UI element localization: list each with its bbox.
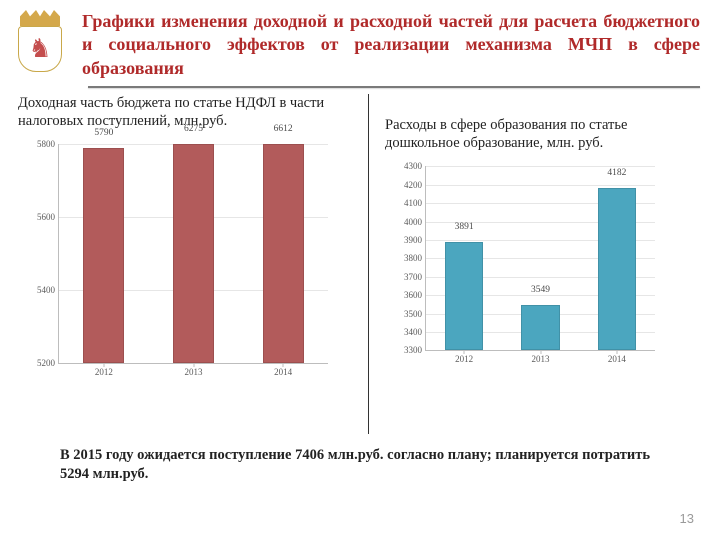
bar xyxy=(445,242,483,351)
left-chart: 5200540056005800201257902013627520146612 xyxy=(18,136,338,386)
right-panel: Расходы в сфере образования по статье до… xyxy=(368,94,688,434)
slide-title: Графики изменения доходной и расходной ч… xyxy=(82,10,700,80)
y-tick-label: 3600 xyxy=(404,290,422,300)
page-number: 13 xyxy=(680,511,694,526)
right-chart: 3300 3400 3500 3600 3700 3800 3900 4000 4100 4200… xyxy=(385,158,665,373)
y-tick-label: 3300 xyxy=(404,345,422,355)
y-tick-label: 4200 xyxy=(404,180,422,190)
bar xyxy=(83,148,124,363)
x-tick-label: 2013 xyxy=(532,354,550,364)
y-tick-label: 4000 xyxy=(404,217,422,227)
left-panel: Доходная часть бюджета по статье НДФЛ в … xyxy=(18,94,368,434)
bar-value-label: 3891 xyxy=(455,222,474,232)
y-tick-label: 5800 xyxy=(37,139,55,149)
y-tick-label: 5200 xyxy=(37,358,55,368)
crest-emblem: ♞ xyxy=(10,10,70,75)
bar xyxy=(173,144,214,363)
y-tick-label: 3800 xyxy=(404,253,422,263)
bar-value-label: 4182 xyxy=(607,168,626,178)
x-tick-label: 2014 xyxy=(608,354,626,364)
y-tick-label: 4300 xyxy=(404,161,422,171)
bar-value-label: 6275 xyxy=(184,124,203,134)
y-tick-label: 3700 xyxy=(404,272,422,282)
bar xyxy=(263,144,304,363)
y-tick-label: 3900 xyxy=(404,235,422,245)
bar xyxy=(521,305,559,351)
charts-row: Доходная часть бюджета по статье НДФЛ в … xyxy=(0,94,720,434)
right-chart-title: Расходы в сфере образования по статье до… xyxy=(385,116,688,152)
y-tick-label: 3500 xyxy=(404,309,422,319)
y-tick-label: 3400 xyxy=(404,327,422,337)
bar-value-label: 5790 xyxy=(94,128,113,138)
x-tick-label: 2013 xyxy=(185,367,203,377)
bar xyxy=(598,188,636,350)
x-tick-label: 2014 xyxy=(274,367,292,377)
y-tick-label: 5600 xyxy=(37,212,55,222)
y-tick-label: 5400 xyxy=(37,285,55,295)
title-divider xyxy=(88,86,700,88)
bar-value-label: 6612 xyxy=(274,124,293,134)
x-tick-label: 2012 xyxy=(95,367,113,377)
footer-note: В 2015 году ожидается поступление 7406 м… xyxy=(0,434,720,484)
x-tick-label: 2012 xyxy=(455,354,473,364)
bar-value-label: 3549 xyxy=(531,285,550,295)
y-tick-label: 4100 xyxy=(404,198,422,208)
